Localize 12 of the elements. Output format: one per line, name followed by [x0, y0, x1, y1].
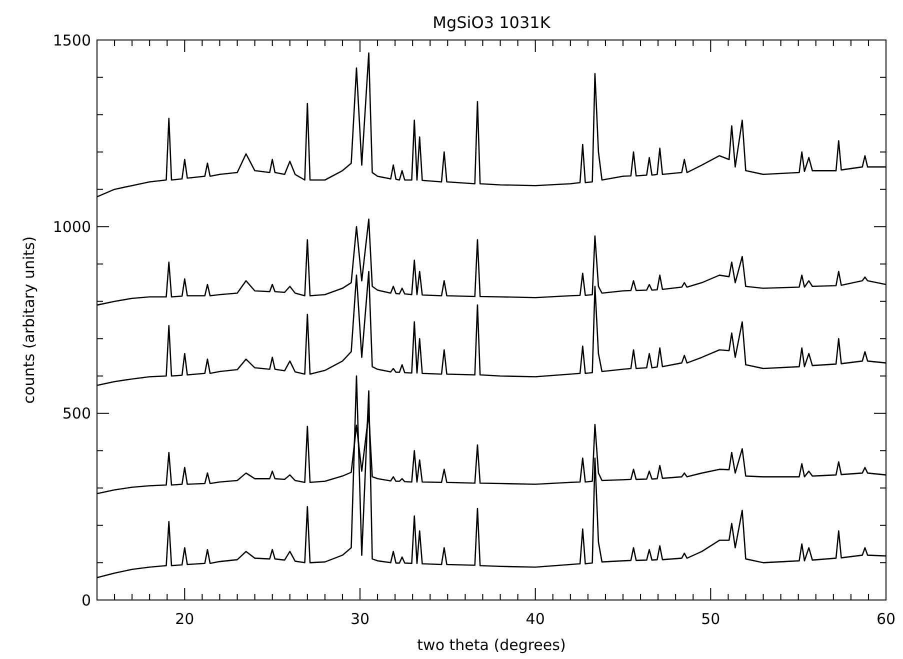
- x-axis-title: two theta (degrees): [417, 636, 566, 654]
- y-tick-label: 1500: [52, 31, 91, 50]
- y-axis-title: counts (arbitary units): [20, 236, 38, 404]
- y-tick-label: 500: [62, 404, 91, 423]
- chart-title: MgSiO3 1031K: [432, 13, 551, 32]
- x-tick-label: 40: [526, 610, 545, 628]
- x-tick-label: 30: [350, 610, 370, 628]
- x-tick-label: 60: [876, 610, 896, 628]
- x-tick-label: 50: [701, 610, 720, 628]
- y-tick-label: 0: [81, 591, 91, 610]
- x-tick-label: 20: [175, 610, 194, 628]
- y-tick-label: 1000: [52, 218, 91, 236]
